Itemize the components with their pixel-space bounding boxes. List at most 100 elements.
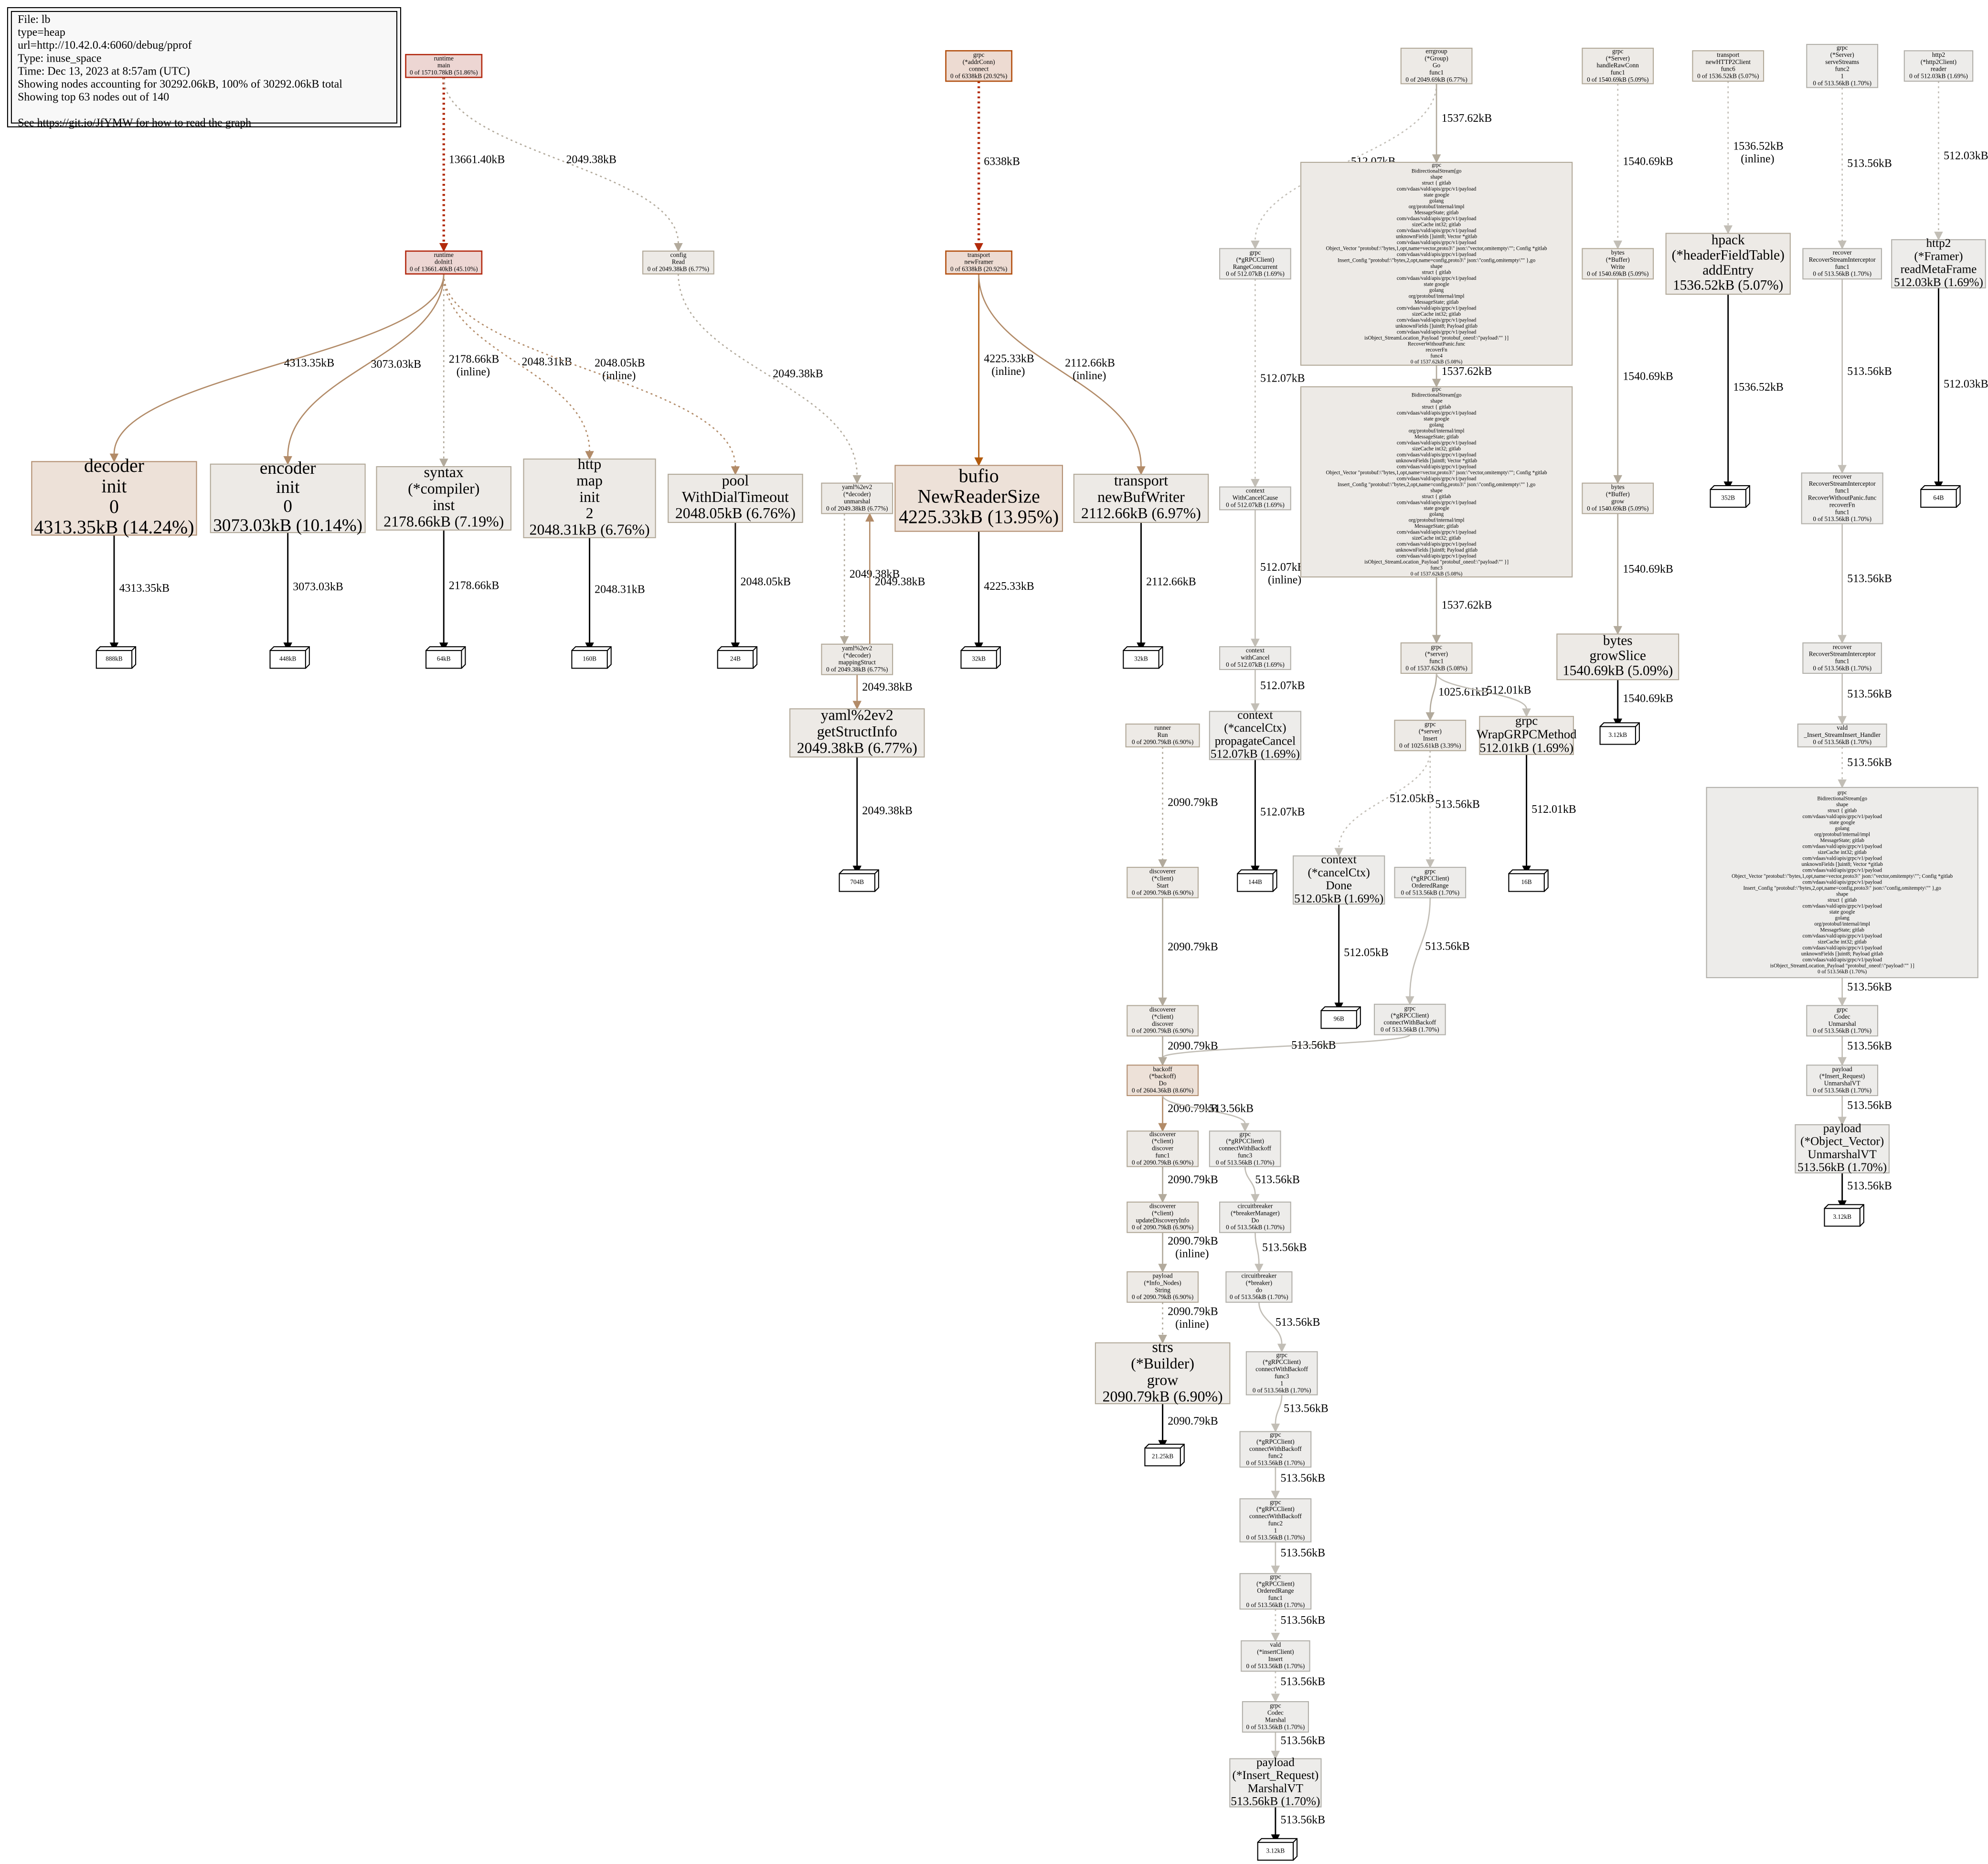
node-label: com/vdaas/vald/apis/grpc/v1/payload (1397, 330, 1477, 335)
node-label: (*Insert_Request) (1819, 1073, 1865, 1080)
node-label: 0 of 512.07kB (1.69%) (1226, 661, 1285, 668)
edge-arrow (1137, 466, 1146, 475)
edge-label: 1537.62kB (1442, 365, 1492, 378)
leaf-box (1144, 1448, 1181, 1467)
edge-arrow (1158, 997, 1167, 1007)
edge: 513.56kB (1271, 1609, 1325, 1642)
node-box (1209, 1130, 1281, 1167)
leaf-label: 16B (1521, 878, 1532, 885)
node-label: func1 (1835, 487, 1850, 494)
node-label: main (437, 62, 450, 69)
edge-line (443, 274, 590, 452)
edge-arrow (1838, 1117, 1847, 1126)
node-label: (*breaker) (1246, 1279, 1272, 1287)
node-box (1300, 161, 1573, 366)
edge-label: 512.03kB (1944, 378, 1988, 390)
node: recoverRecoverStreamInterceptorfunc1Reco… (1801, 472, 1883, 524)
node-label: payload (1256, 1756, 1295, 1769)
node: discoverer(*client)updateDiscoveryInfo0 … (1127, 1201, 1199, 1233)
node-label: 0 of 2090.79kB (6.90%) (1132, 1159, 1193, 1166)
node-label: vald (1837, 724, 1848, 731)
node-label: http2 (1926, 237, 1951, 250)
edge-label: 4225.33kB (984, 580, 1034, 593)
edge: 513.56kB (1271, 1807, 1325, 1843)
node-label: golang (1429, 511, 1444, 517)
edge: 2090.79kB (1158, 897, 1218, 1007)
node-label: vald (1270, 1641, 1281, 1648)
node-box (821, 482, 893, 514)
edge-label: 2090.79kB (1168, 1040, 1218, 1052)
node-label: golang (1429, 288, 1444, 293)
edge-arrow (1271, 1566, 1280, 1575)
node-label: 0 of 513.56kB (1.70%) (1216, 1159, 1275, 1166)
node-box (1219, 646, 1291, 670)
leaf-label: 352B (1721, 494, 1735, 501)
node-label: 1536.52kB (5.07%) (1673, 277, 1783, 293)
node-label: isObject_StreamLocation_Payload "protobu… (1770, 963, 1914, 969)
node: grpc(*gRPCClient)connectWithBackofffunc2… (1239, 1431, 1312, 1468)
node-label: 0 (283, 497, 292, 516)
node-label: (*Group) (1425, 54, 1448, 62)
node-label: BidirectionalStream[go (1817, 796, 1867, 802)
edge-label: 513.56kB (1209, 1103, 1254, 1115)
edge-label: 512.07kB (1260, 680, 1305, 692)
node-label: (*gRPCClient) (1236, 256, 1275, 263)
node-label: (*Server) (1830, 51, 1854, 58)
edge-label: 2049.38kB (566, 153, 616, 166)
edge-arrow (1158, 1123, 1167, 1132)
node-label: com/vdaas/vald/apis/grpc/v1/payload (1397, 530, 1477, 535)
edge: 2112.66kB(inline) (978, 274, 1146, 475)
node-label: (*Framer) (1914, 250, 1963, 263)
leaf-box (717, 650, 754, 669)
node: payload(*Object_Vector)UnmarshalVT513.56… (1795, 1122, 1890, 1174)
node-label: runtime (434, 251, 454, 258)
node-label: 1 (1280, 1380, 1284, 1387)
node-label: 0 of 2090.79kB (6.90%) (1132, 1027, 1193, 1034)
node-label: (*Builder) (1131, 1355, 1194, 1372)
edge: 1537.62kB (1432, 577, 1492, 644)
edge-label: 512.07kB (1260, 561, 1305, 574)
node-label: grpc (1432, 386, 1441, 392)
node-box (1797, 724, 1887, 747)
node-label: 0 of 513.56kB (1.70%) (1813, 1027, 1871, 1034)
edge-label: 2049.38kB (850, 568, 900, 581)
edge-arrow (852, 475, 862, 484)
edge-line (1254, 1232, 1260, 1265)
edge-arrow (852, 701, 862, 710)
node-label: connectWithBackoff (1249, 1445, 1302, 1452)
edge: 513.56kB (1258, 1302, 1320, 1353)
node-label: (*gRPCClient) (1226, 1138, 1264, 1145)
edge-label: (inline) (1741, 153, 1774, 165)
node-box (1127, 1271, 1199, 1303)
edge: 512.05kB (1334, 750, 1434, 857)
node-label: context (1246, 647, 1265, 654)
edge: 2090.79kB (1158, 1166, 1218, 1203)
node-label: 0 of 15710.78kB (51.86%) (410, 69, 478, 76)
edge-arrow (1158, 1334, 1167, 1344)
edge-arrow (1158, 1057, 1167, 1066)
node-label: RecoverWithoutPanic.func (1408, 341, 1466, 347)
node-label: context (1321, 853, 1357, 866)
node-label: shape (1430, 174, 1442, 180)
node-label: 0 of 513.56kB (1.70%) (1818, 969, 1867, 975)
node-box (1801, 472, 1883, 524)
node-label: Do (1159, 1080, 1167, 1087)
node-label: map (576, 472, 603, 489)
edge: 2049.38kB (865, 512, 925, 644)
node-label: _Insert_StreamInsert_Handler (1803, 731, 1881, 738)
edge-label: 1537.62kB (1442, 599, 1492, 612)
node-label: Write (1611, 263, 1625, 270)
edge: 4313.35kB (109, 274, 445, 463)
edge: 513.56kB (1838, 1036, 1892, 1066)
node-label: func3 (1238, 1151, 1253, 1159)
node-label: 0 of 513.56kB (1.70%) (1226, 1224, 1285, 1231)
node-label: struct { gitlab (1422, 270, 1451, 276)
node: 352B (1710, 485, 1750, 508)
leaf-box (1920, 489, 1957, 508)
edge-arrow (865, 512, 874, 522)
